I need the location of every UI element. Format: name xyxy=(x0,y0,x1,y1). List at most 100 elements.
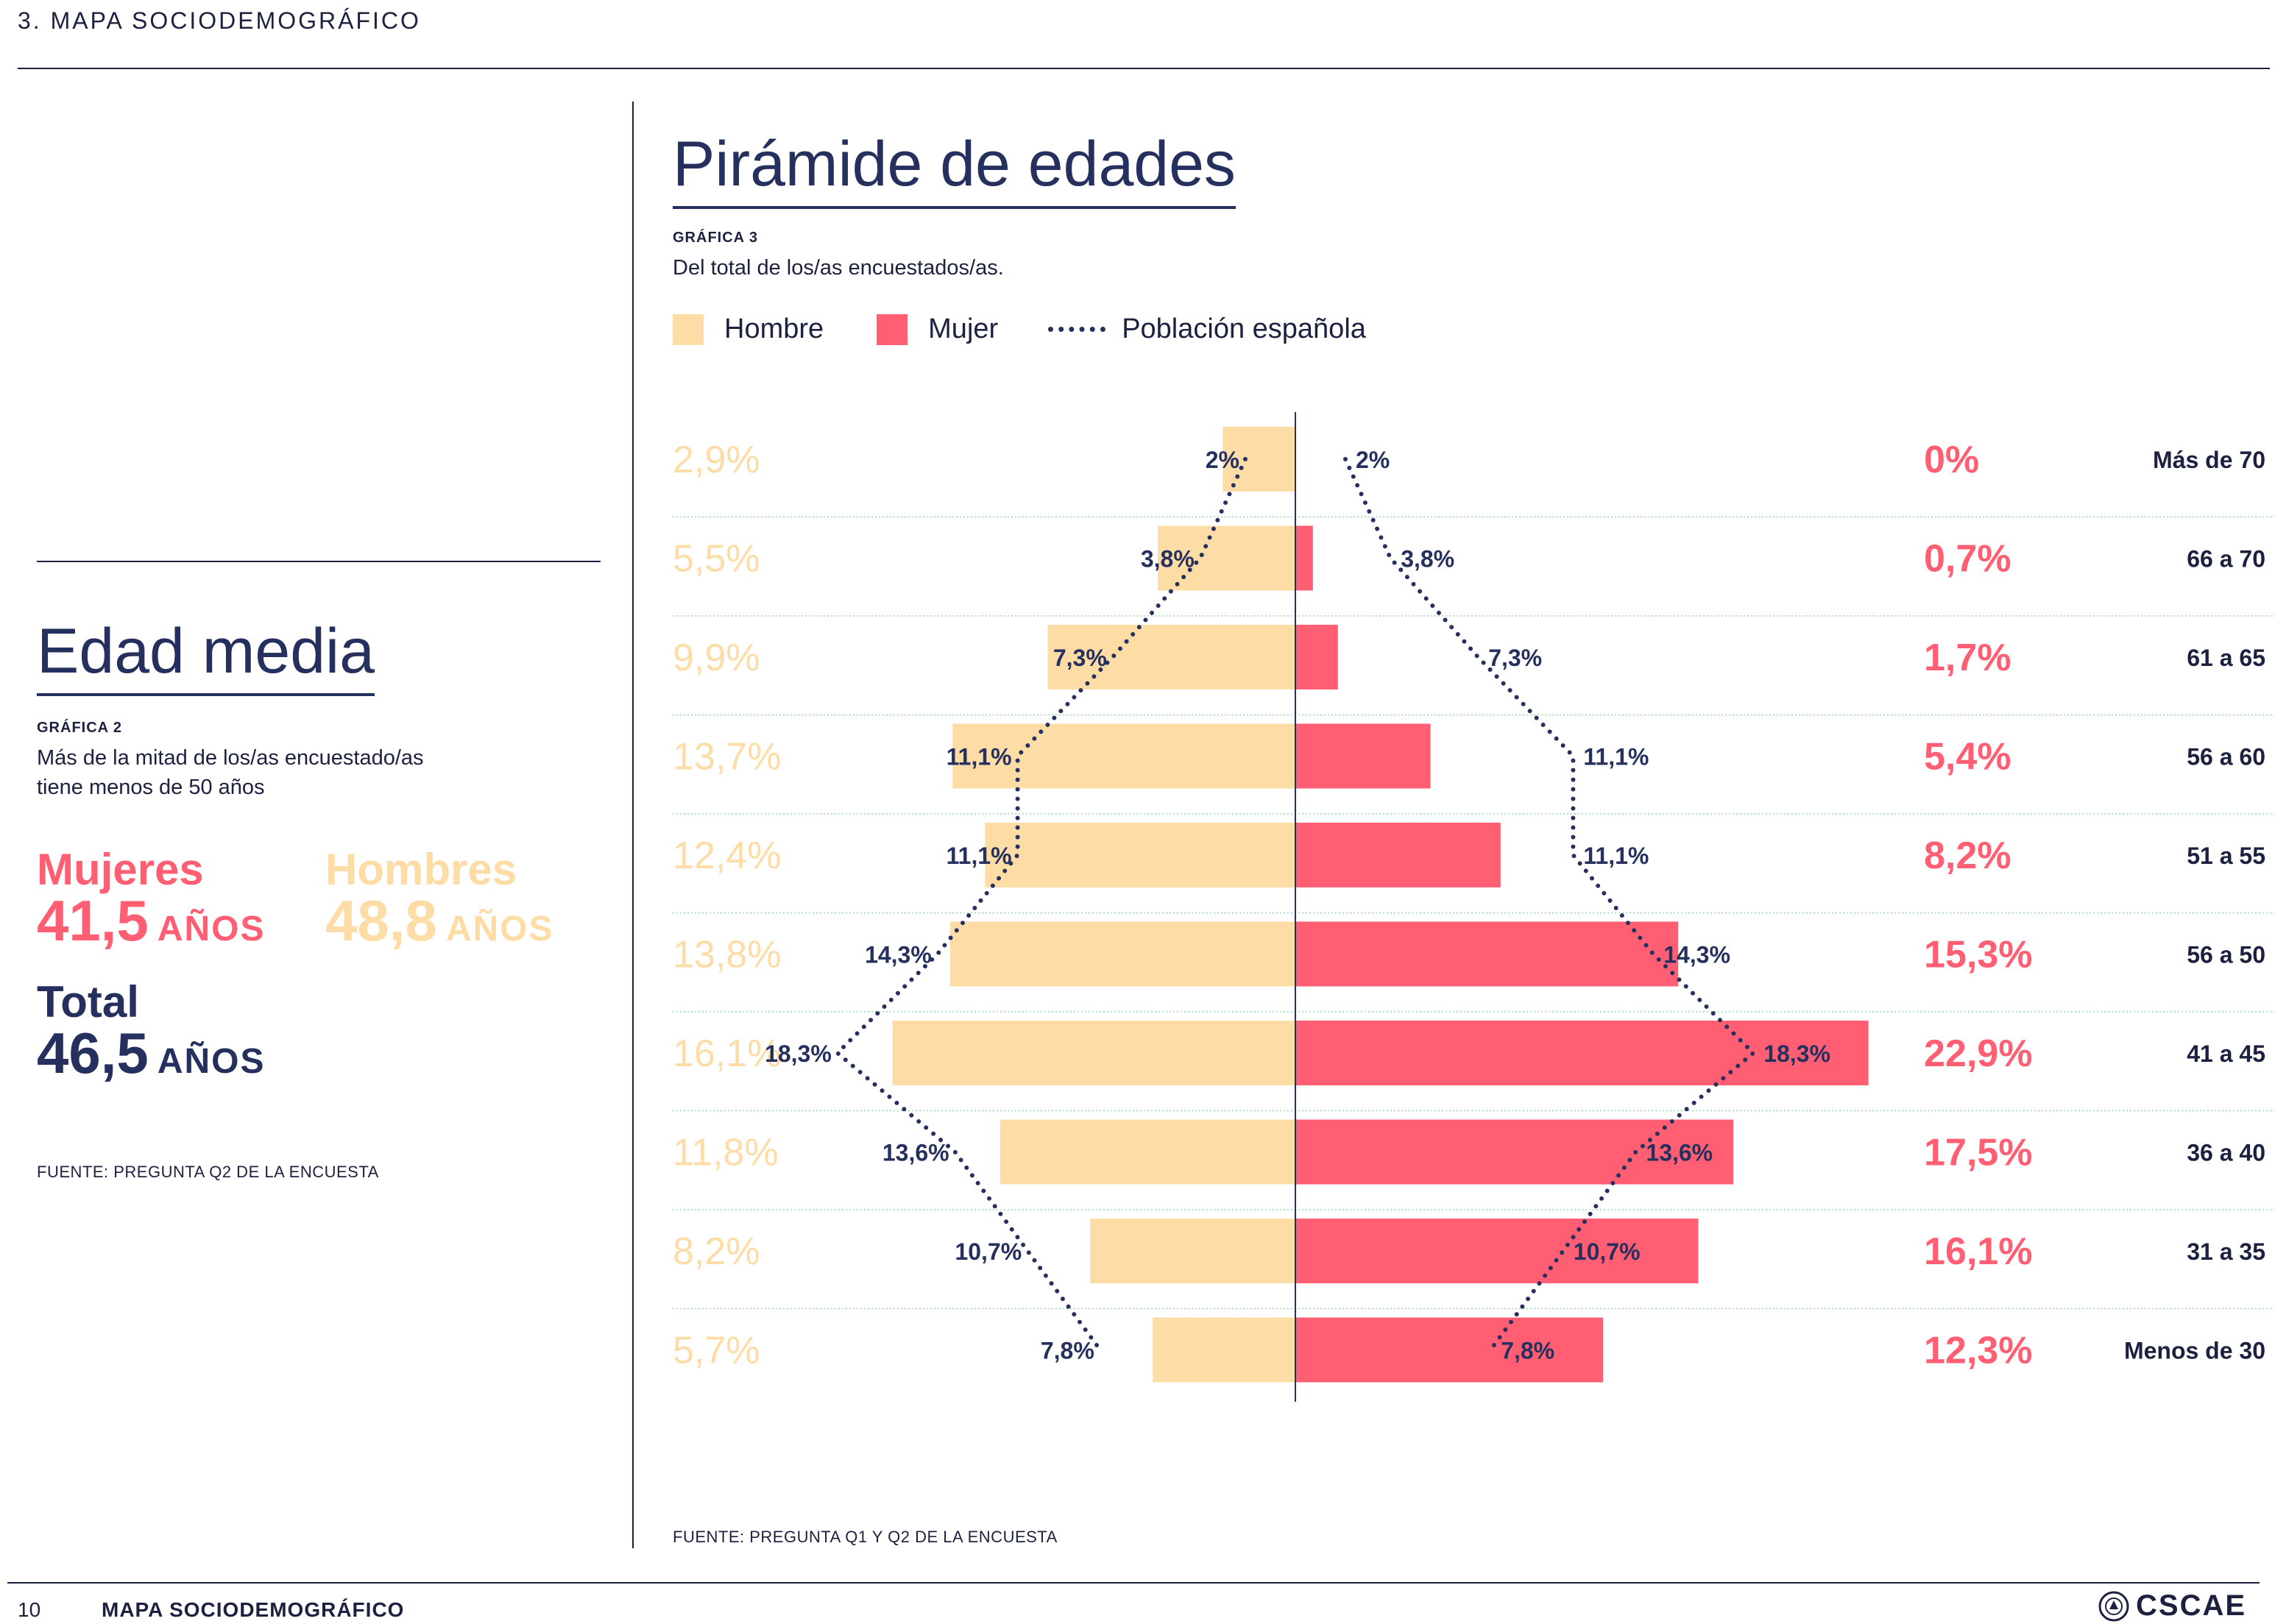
label-mujer: 5,4% xyxy=(1924,736,2012,779)
cscae-logo: CSCAE xyxy=(2098,1589,2246,1623)
label-mujer: 0,7% xyxy=(1924,538,2012,581)
men-value-row: 48,8 AÑOS xyxy=(325,892,554,949)
poblacion-line-right xyxy=(1343,457,1756,1352)
age-group-label: 31 a 35 xyxy=(2187,1238,2265,1265)
piramide-description: Del total de los/as encuestados/as. xyxy=(673,256,1004,280)
right-source: FUENTE: PREGUNTA Q1 Y Q2 DE LA ENCUESTA xyxy=(673,1528,1058,1546)
label-hombre: 8,2% xyxy=(673,1230,760,1273)
bar-hombre xyxy=(1158,525,1295,591)
poblacion-label-right: 10,7% xyxy=(1574,1238,1641,1265)
label-hombre: 5,5% xyxy=(673,538,760,581)
piramide-title: Pirámide de edades xyxy=(673,132,1236,209)
age-group-label: 56 a 60 xyxy=(2187,744,2265,770)
men-label: Hombres xyxy=(325,845,517,894)
poblacion-label-left: 3,8% xyxy=(1141,546,1195,572)
footer-divider xyxy=(7,1582,2260,1584)
poblacion-label-right: 2% xyxy=(1356,447,1390,473)
poblacion-label-right: 18,3% xyxy=(1763,1040,1830,1067)
label-hombre: 13,8% xyxy=(673,934,781,976)
bar-mujer xyxy=(1295,525,1313,591)
description-line-1: Más de la mitad de los/as encuestado/as xyxy=(37,746,424,770)
bar-hombre xyxy=(1223,427,1295,492)
bar-mujer xyxy=(1295,823,1501,887)
poblacion-label-right: 14,3% xyxy=(1663,942,1730,968)
bar-hombre xyxy=(1047,625,1295,689)
label-hombre: 13,7% xyxy=(673,736,781,779)
women-label: Mujeres xyxy=(37,845,204,894)
bar-mujer xyxy=(1295,1317,1604,1383)
poblacion-label-left: 18,3% xyxy=(765,1040,832,1067)
left-source: FUENTE: PREGUNTA Q2 DE LA ENCUESTA xyxy=(37,1163,379,1181)
bar-hombre xyxy=(985,823,1295,887)
poblacion-label-right: 13,6% xyxy=(1646,1140,1713,1166)
bar-mujer xyxy=(1295,723,1431,789)
age-pyramid-chart: 2,9% 0% Más de 70 5,5% 0,7% 66 a 70 9,9% 1,7% 61… xyxy=(673,412,2274,1402)
chart-legend: Hombre Mujer Población española xyxy=(673,313,1366,345)
page-number: 10 xyxy=(18,1598,41,1621)
panel-divider xyxy=(632,102,634,1548)
women-value: 41,5 xyxy=(37,888,149,953)
label-mujer: 8,2% xyxy=(1924,834,2012,877)
description-line-2: tiene menos de 50 años xyxy=(37,776,265,799)
total-label: Total xyxy=(37,977,139,1026)
poblacion-label-left: 14,3% xyxy=(865,942,932,968)
poblacion-label-right: 11,1% xyxy=(1583,843,1649,869)
legend-label-poblacion: Población española xyxy=(1122,313,1366,344)
label-mujer: 16,1% xyxy=(1924,1230,2032,1273)
label-hombre: 2,9% xyxy=(673,439,760,481)
total-unit: AÑOS xyxy=(157,1042,266,1081)
bar-mujer xyxy=(1295,921,1679,987)
poblacion-label-right: 11,1% xyxy=(1583,744,1649,770)
poblacion-label-left: 7,3% xyxy=(1053,645,1107,671)
poblacion-line-left xyxy=(835,457,1248,1352)
age-group-label: Menos de 30 xyxy=(2124,1338,2265,1364)
poblacion-label-right: 7,8% xyxy=(1501,1338,1554,1364)
label-hombre: 12,4% xyxy=(673,834,781,877)
legend-label-hombre: Hombre xyxy=(724,313,824,344)
left-top-rule xyxy=(37,561,601,562)
grafica-3-label: GRÁFICA 3 xyxy=(673,230,759,246)
poblacion-label-right: 3,8% xyxy=(1401,546,1454,572)
age-group-label: 56 a 50 xyxy=(2187,942,2265,968)
bar-hombre xyxy=(999,1119,1295,1185)
age-group-label: 66 a 70 xyxy=(2187,546,2265,572)
poblacion-label-left: 11,1% xyxy=(947,744,1012,770)
women-value-row: 41,5 AÑOS xyxy=(37,892,266,949)
label-mujer: 12,3% xyxy=(1924,1330,2032,1372)
legend-dotted-line xyxy=(1048,327,1106,332)
total-value-row: 46,5 AÑOS xyxy=(37,1024,266,1082)
label-hombre: 9,9% xyxy=(673,637,760,679)
bar-hombre xyxy=(949,921,1295,987)
legend-label-mujer: Mujer xyxy=(928,313,999,344)
label-hombre: 16,1% xyxy=(673,1032,781,1075)
bar-hombre xyxy=(952,723,1295,789)
bar-hombre xyxy=(1153,1317,1295,1383)
total-value: 46,5 xyxy=(37,1021,149,1085)
poblacion-label-left: 7,8% xyxy=(1041,1338,1094,1364)
seal-icon xyxy=(2098,1591,2129,1621)
women-average: Mujeres 41,5 AÑOS xyxy=(37,845,266,950)
bar-mujer xyxy=(1295,625,1338,689)
legend-swatch-mujer xyxy=(877,313,908,345)
bar-mujer xyxy=(1295,1219,1699,1283)
age-group-label: 61 a 65 xyxy=(2187,645,2265,671)
label-mujer: 15,3% xyxy=(1924,934,2032,976)
age-group-label: 41 a 45 xyxy=(2187,1040,2265,1067)
men-average: Hombres 48,8 AÑOS xyxy=(325,845,554,950)
men-unit: AÑOS xyxy=(445,909,554,948)
label-hombre: 11,8% xyxy=(673,1132,779,1174)
poblacion-label-left: 2% xyxy=(1206,447,1239,473)
men-value: 48,8 xyxy=(325,888,437,953)
label-mujer: 0% xyxy=(1924,439,1979,481)
section-heading: 3. MAPA SOCIODEMOGRÁFICO xyxy=(18,7,421,34)
poblacion-label-left: 13,6% xyxy=(882,1140,949,1166)
header-divider xyxy=(18,68,2270,69)
label-mujer: 1,7% xyxy=(1924,637,2012,679)
logo-text: CSCAE xyxy=(2136,1589,2247,1622)
grafica-2-label: GRÁFICA 2 xyxy=(37,720,123,736)
label-mujer: 17,5% xyxy=(1924,1132,2032,1174)
edad-media-title: Edad media xyxy=(37,620,375,696)
edad-media-description: Más de la mitad de los/as encuestado/as … xyxy=(37,743,424,802)
bar-mujer xyxy=(1295,1119,1733,1185)
total-average: Total 46,5 AÑOS xyxy=(37,980,266,1082)
